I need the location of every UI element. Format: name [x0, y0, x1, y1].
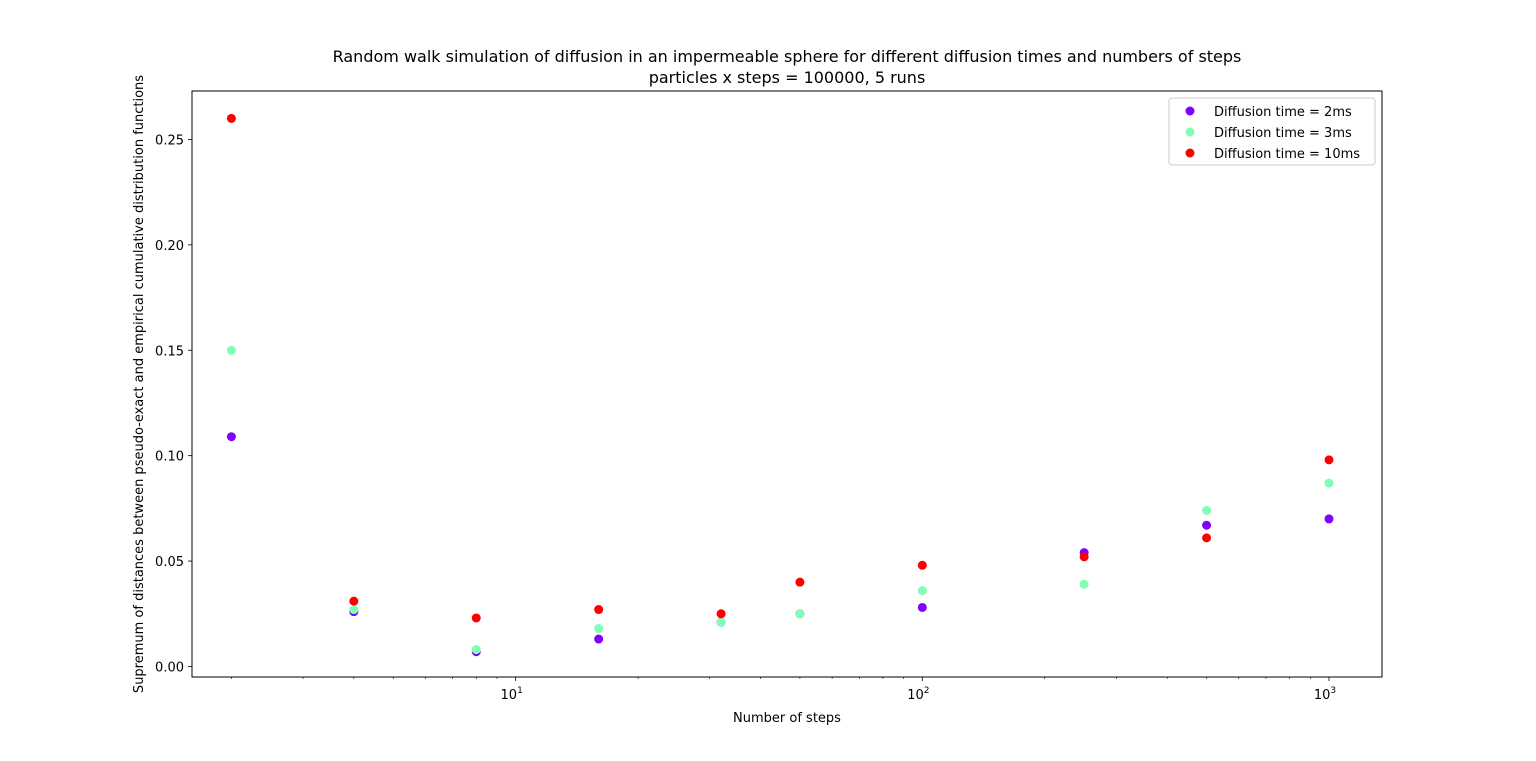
data-point-series-3 [594, 605, 604, 615]
legend-label: Diffusion time = 3ms [1214, 126, 1352, 141]
data-point-series-2 [1202, 505, 1212, 515]
legend-box [1168, 97, 1376, 166]
y-tick-label: 0.20 [155, 239, 184, 254]
data-point-series-1 [917, 602, 927, 612]
data-points [226, 113, 1334, 657]
data-point-series-1 [1324, 514, 1334, 524]
y-tick-label: 0.00 [155, 660, 184, 675]
data-point-series-3 [1079, 552, 1089, 562]
data-point-series-3 [917, 560, 927, 570]
data-point-series-2 [594, 624, 604, 634]
y-axis: 0.00 0.05 0.10 0.15 0.20 0.25 [155, 133, 192, 675]
y-tick-label: 0.05 [155, 555, 184, 570]
data-point-series-1 [594, 634, 604, 644]
chart-title: Random walk simulation of diffusion in a… [333, 47, 1242, 66]
x-tick-label: 101 [501, 686, 523, 703]
data-point-series-2 [349, 605, 359, 615]
y-axis-label: Supremum of distances between pseudo-exa… [132, 75, 147, 693]
data-point-series-2 [471, 645, 481, 655]
data-point-series-3 [349, 596, 359, 606]
data-point-series-3 [795, 577, 805, 587]
data-point-series-3 [1324, 455, 1334, 465]
data-point-series-2 [795, 609, 805, 619]
data-point-series-2 [917, 586, 927, 596]
legend-label: Diffusion time = 10ms [1214, 147, 1360, 162]
y-tick-label: 0.15 [155, 344, 184, 359]
x-axis: 101 102 103 [231, 677, 1336, 703]
data-point-series-3 [226, 113, 236, 123]
x-tick-label: 102 [907, 686, 929, 703]
legend-marker [1185, 148, 1195, 158]
chart-subtitle: particles x steps = 100000, 5 runs [649, 68, 926, 87]
x-axis-label: Number of steps [733, 711, 841, 726]
x-tick-label: 103 [1314, 686, 1336, 703]
legend-marker [1185, 127, 1195, 137]
data-point-series-2 [226, 345, 236, 355]
y-tick-label: 0.10 [155, 450, 184, 465]
data-point-series-3 [471, 613, 481, 623]
data-point-series-2 [1079, 579, 1089, 589]
data-point-series-3 [716, 609, 726, 619]
legend: Diffusion time = 2ms Diffusion time = 3ms… [1168, 97, 1376, 166]
legend-marker [1185, 106, 1195, 116]
plot-area-frame [191, 90, 1383, 678]
y-tick-label: 0.25 [155, 133, 184, 148]
data-point-series-2 [716, 617, 726, 627]
data-point-series-1 [226, 432, 236, 442]
data-point-series-2 [1324, 478, 1334, 488]
data-point-series-3 [1202, 533, 1212, 543]
legend-label: Diffusion time = 2ms [1214, 105, 1352, 120]
data-point-series-1 [1202, 520, 1212, 530]
